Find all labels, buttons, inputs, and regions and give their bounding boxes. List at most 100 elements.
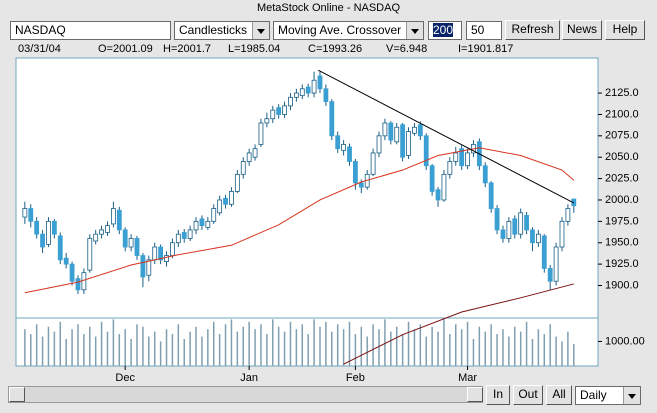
candle-body <box>323 88 329 103</box>
candle-body <box>22 208 28 218</box>
candle-body <box>382 122 388 137</box>
candle-body <box>299 88 305 97</box>
candle-body <box>388 122 394 141</box>
candle-body <box>63 257 69 265</box>
candle-body <box>158 246 164 261</box>
candle-body <box>128 238 134 248</box>
candle-body <box>75 278 81 291</box>
info-value: C=1993.26 <box>308 43 363 55</box>
candle-body <box>400 124 406 158</box>
indicator-line <box>24 147 575 294</box>
candle-body <box>518 212 524 235</box>
candle-body <box>282 105 287 115</box>
candle-body <box>223 197 228 205</box>
candle-body <box>305 86 311 94</box>
candle-body <box>146 259 152 276</box>
candle-body <box>311 79 317 94</box>
candle-body <box>229 191 234 205</box>
y-tick-label: 2100.0 <box>605 108 639 120</box>
candle-body <box>116 209 122 231</box>
candle-body <box>69 263 75 282</box>
chart: 1900.0 1925.0 1950.0 1975.0 2000.0 2025.0 2050… <box>15 57 645 384</box>
scroll-left[interactable] <box>9 387 25 402</box>
help-button[interactable]: Help <box>605 20 645 40</box>
candle-body <box>211 208 217 222</box>
candle-body <box>512 218 518 235</box>
candle-body <box>465 152 470 167</box>
candle-body <box>234 173 240 192</box>
interval-text: Daily <box>580 388 607 402</box>
window-title: MetaStock Online - NASDAQ <box>256 2 401 14</box>
candle-body <box>341 143 346 151</box>
info-value: 03/31/04 <box>18 43 61 55</box>
x-tick-label: Jan <box>240 372 258 384</box>
volume-tick-label: 1000.00 <box>605 335 645 347</box>
candle-body <box>494 208 500 231</box>
x-tick-label: Dec <box>115 372 135 384</box>
candle-body <box>181 232 187 239</box>
candle-body <box>429 165 435 192</box>
candle-body <box>423 135 429 167</box>
candle-body <box>547 267 553 282</box>
candle-body <box>270 109 276 120</box>
y-tick-label: 1925.0 <box>605 258 639 270</box>
candle-body <box>246 152 252 162</box>
candle-body <box>199 218 205 227</box>
refresh-button[interactable]: Refresh <box>505 20 560 40</box>
chart-style-select[interactable]: Candlesticks <box>174 21 270 40</box>
zoom-all-button[interactable]: All <box>546 385 572 405</box>
candle-body <box>553 246 559 282</box>
period-1-input[interactable]: 200 <box>428 21 462 40</box>
indicator-text: Moving Ave. Crossover <box>278 23 402 37</box>
candle-body <box>34 220 40 235</box>
scroll-right[interactable] <box>467 387 483 402</box>
info-value: I=1901.817 <box>458 43 514 55</box>
candle-body <box>175 233 181 244</box>
y-tick-label: 2050.0 <box>605 151 639 163</box>
candle-body <box>40 233 45 248</box>
candle-body <box>46 220 51 245</box>
candle-body <box>482 165 488 184</box>
scrollbar[interactable] <box>8 386 483 403</box>
candle-body <box>81 272 87 291</box>
candle-body <box>93 233 99 242</box>
candle-body <box>559 220 565 248</box>
indicator-select[interactable]: Moving Ave. Crossover <box>273 21 424 40</box>
info-value: H=2001.7 <box>163 43 212 55</box>
zoom-out-button[interactable]: Out <box>513 385 543 405</box>
candle-body <box>57 235 63 261</box>
candle-body <box>152 246 158 261</box>
candle-body <box>506 220 512 239</box>
x-tick-label: Feb <box>346 372 365 384</box>
symbol-input[interactable]: NASDAQ <box>10 21 171 40</box>
chart-style-text: Candlesticks <box>179 23 248 37</box>
news-button[interactable]: News <box>562 20 602 40</box>
candle-body <box>193 220 199 231</box>
candle-body <box>205 220 211 228</box>
candle-body <box>293 92 299 98</box>
y-tick-label: 1950.0 <box>605 237 639 249</box>
candle-body <box>240 161 246 175</box>
candle-body <box>252 148 258 158</box>
period-2-input[interactable]: 50 <box>466 21 502 40</box>
y-tick-label: 1975.0 <box>605 215 639 227</box>
candle-body <box>217 199 223 214</box>
interval-select[interactable]: Daily <box>575 386 641 405</box>
info-value: O=2001.09 <box>98 43 153 55</box>
candle-body <box>488 182 494 209</box>
candle-body <box>87 238 93 271</box>
dropdown-arrow <box>406 22 423 39</box>
candle-body <box>459 148 465 167</box>
indicator-line <box>343 283 574 365</box>
zoom-in-button[interactable]: In <box>486 385 510 405</box>
candle-body <box>435 189 441 201</box>
candle-body <box>140 255 146 278</box>
y-tick-label: 2000.0 <box>605 194 639 206</box>
info-bar: 03/31/04 O=2001.09 H=2001.7 L=1985.04 C=1993… <box>18 43 618 57</box>
y-tick-label: 2075.0 <box>605 130 639 142</box>
candle-body <box>376 135 382 154</box>
candle-body <box>412 126 417 134</box>
info-value: L=1985.04 <box>228 43 281 55</box>
candle-body <box>335 135 341 150</box>
